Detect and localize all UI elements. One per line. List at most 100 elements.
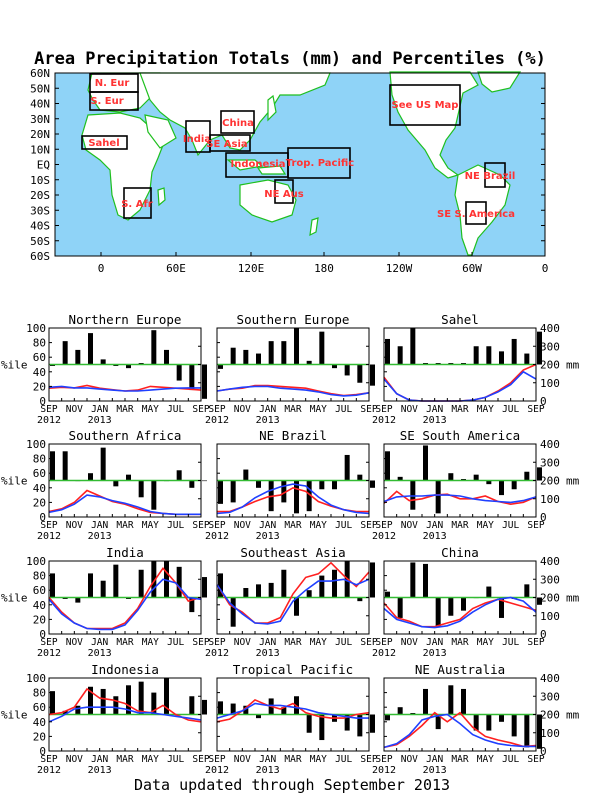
- pct-tick: 20: [33, 380, 46, 393]
- percentile-bar: [230, 597, 236, 627]
- percentile-bar: [410, 328, 416, 365]
- month-tick: SEP: [360, 637, 377, 648]
- percentile-bar: [370, 480, 375, 488]
- percentile-bar: [202, 480, 207, 482]
- percentile-bar: [294, 597, 299, 616]
- mm-tick: 100: [540, 493, 560, 506]
- percentile-bar: [537, 714, 542, 749]
- percentile-bar: [176, 364, 182, 381]
- region-box: Sahel: [81, 135, 128, 150]
- percentile-bar: [423, 445, 428, 481]
- percentile-bar: [50, 573, 55, 598]
- month-tick: JAN: [426, 637, 443, 648]
- month-tick: NOV: [401, 520, 418, 531]
- precip-line: [48, 706, 202, 723]
- percentile-bar: [230, 703, 236, 715]
- year-tick: 2013: [423, 531, 447, 542]
- month-tick: SEP: [208, 754, 225, 765]
- percentile-bar: [138, 681, 144, 715]
- panel-title: Southeast Asia: [240, 545, 345, 560]
- month-tick: SEP: [192, 754, 209, 765]
- precip-line: [383, 370, 537, 402]
- percentile-bar: [319, 480, 325, 490]
- month-tick: NOV: [66, 754, 83, 765]
- mm-tick: 100: [540, 377, 560, 390]
- mm-tick: 300: [540, 690, 560, 703]
- month-tick: SEP: [40, 754, 57, 765]
- region-label: See US Map: [392, 100, 459, 111]
- month-tick: SEP: [375, 637, 392, 648]
- percentile-bar: [357, 364, 363, 383]
- month-tick: JAN: [259, 404, 276, 415]
- panel: China 0 100 200 300 400 mm SEP NOV JAN MAR MAY JUL SE…: [372, 545, 580, 659]
- month-tick: JAN: [259, 754, 276, 765]
- region-label: SE S. America: [437, 209, 515, 220]
- percentile-bar: [218, 573, 223, 598]
- world-map: 60N 50N 40N 30N 20N 10N EQ 10S 20S 30S 40S 50S 60S 0 6…: [30, 67, 548, 275]
- pct-tick: 100: [26, 555, 46, 568]
- year-tick: 2013: [88, 765, 112, 776]
- percentile-bar: [499, 714, 504, 722]
- percentile-bar: [218, 701, 223, 715]
- month-tick: SEP: [527, 520, 544, 531]
- percentile-bar: [256, 353, 261, 365]
- percentile-bar: [473, 474, 479, 481]
- pct-tick: 60: [33, 351, 46, 364]
- precip-line: [383, 494, 537, 504]
- panel-title: China: [441, 545, 479, 560]
- month-tick: SEP: [527, 637, 544, 648]
- lon-label: 60E: [166, 262, 186, 275]
- region-box: Trop. Pacific: [286, 147, 355, 179]
- month-tick: MAY: [477, 637, 494, 648]
- percentile-bar: [294, 328, 299, 365]
- panel-title: Indonesia: [91, 662, 159, 677]
- region-label: NE Brazil: [465, 171, 516, 182]
- month-tick: NOV: [66, 637, 83, 648]
- pct-tick: 40: [33, 716, 46, 729]
- lat-label: 30N: [30, 113, 50, 126]
- percentile-bar: [473, 346, 479, 365]
- footer-note: Data updated through September 2013: [134, 776, 450, 794]
- percentile-bar: [423, 563, 428, 598]
- month-tick: SEP: [40, 637, 57, 648]
- percentile-bar: [473, 714, 479, 731]
- percentile-bar: [499, 480, 504, 496]
- percentile-bar: [486, 346, 492, 365]
- month-tick: JAN: [91, 520, 108, 531]
- mm-tick: 200: [540, 475, 560, 488]
- month-tick: NOV: [234, 637, 251, 648]
- region-label: Trop. Pacific: [286, 158, 355, 169]
- percentile-bar: [138, 569, 144, 598]
- pct-tick: 100: [26, 438, 46, 451]
- percentile-bar: [256, 480, 261, 488]
- lon-label: 0: [542, 262, 549, 275]
- month-tick: JAN: [426, 404, 443, 415]
- month-tick: JUL: [502, 404, 519, 415]
- month-tick: MAR: [284, 754, 301, 765]
- pct-unit: %ile: [1, 475, 28, 488]
- percentile-bar: [202, 699, 207, 715]
- percentile-bar: [243, 588, 249, 598]
- month-tick: MAY: [142, 404, 159, 415]
- percentile-bar: [435, 480, 441, 514]
- percentile-bar: [357, 714, 363, 737]
- month-tick: MAY: [142, 754, 159, 765]
- percentile-bar: [268, 341, 274, 365]
- mm-tick: 200: [540, 592, 560, 605]
- percentile-bar: [126, 364, 131, 369]
- percentile-bar: [126, 685, 131, 715]
- month-tick: JAN: [426, 520, 443, 531]
- month-tick: NOV: [401, 637, 418, 648]
- month-tick: NOV: [66, 404, 83, 415]
- month-tick: MAR: [116, 754, 133, 765]
- pct-tick: 60: [33, 584, 46, 597]
- lat-label: EQ: [37, 159, 50, 172]
- year-tick: 2012: [37, 531, 61, 542]
- pct-unit: %ile: [1, 359, 28, 372]
- year-tick: 2012: [205, 531, 229, 542]
- month-tick: MAY: [142, 637, 159, 648]
- percentile-bar: [537, 467, 542, 481]
- month-tick: MAY: [142, 520, 159, 531]
